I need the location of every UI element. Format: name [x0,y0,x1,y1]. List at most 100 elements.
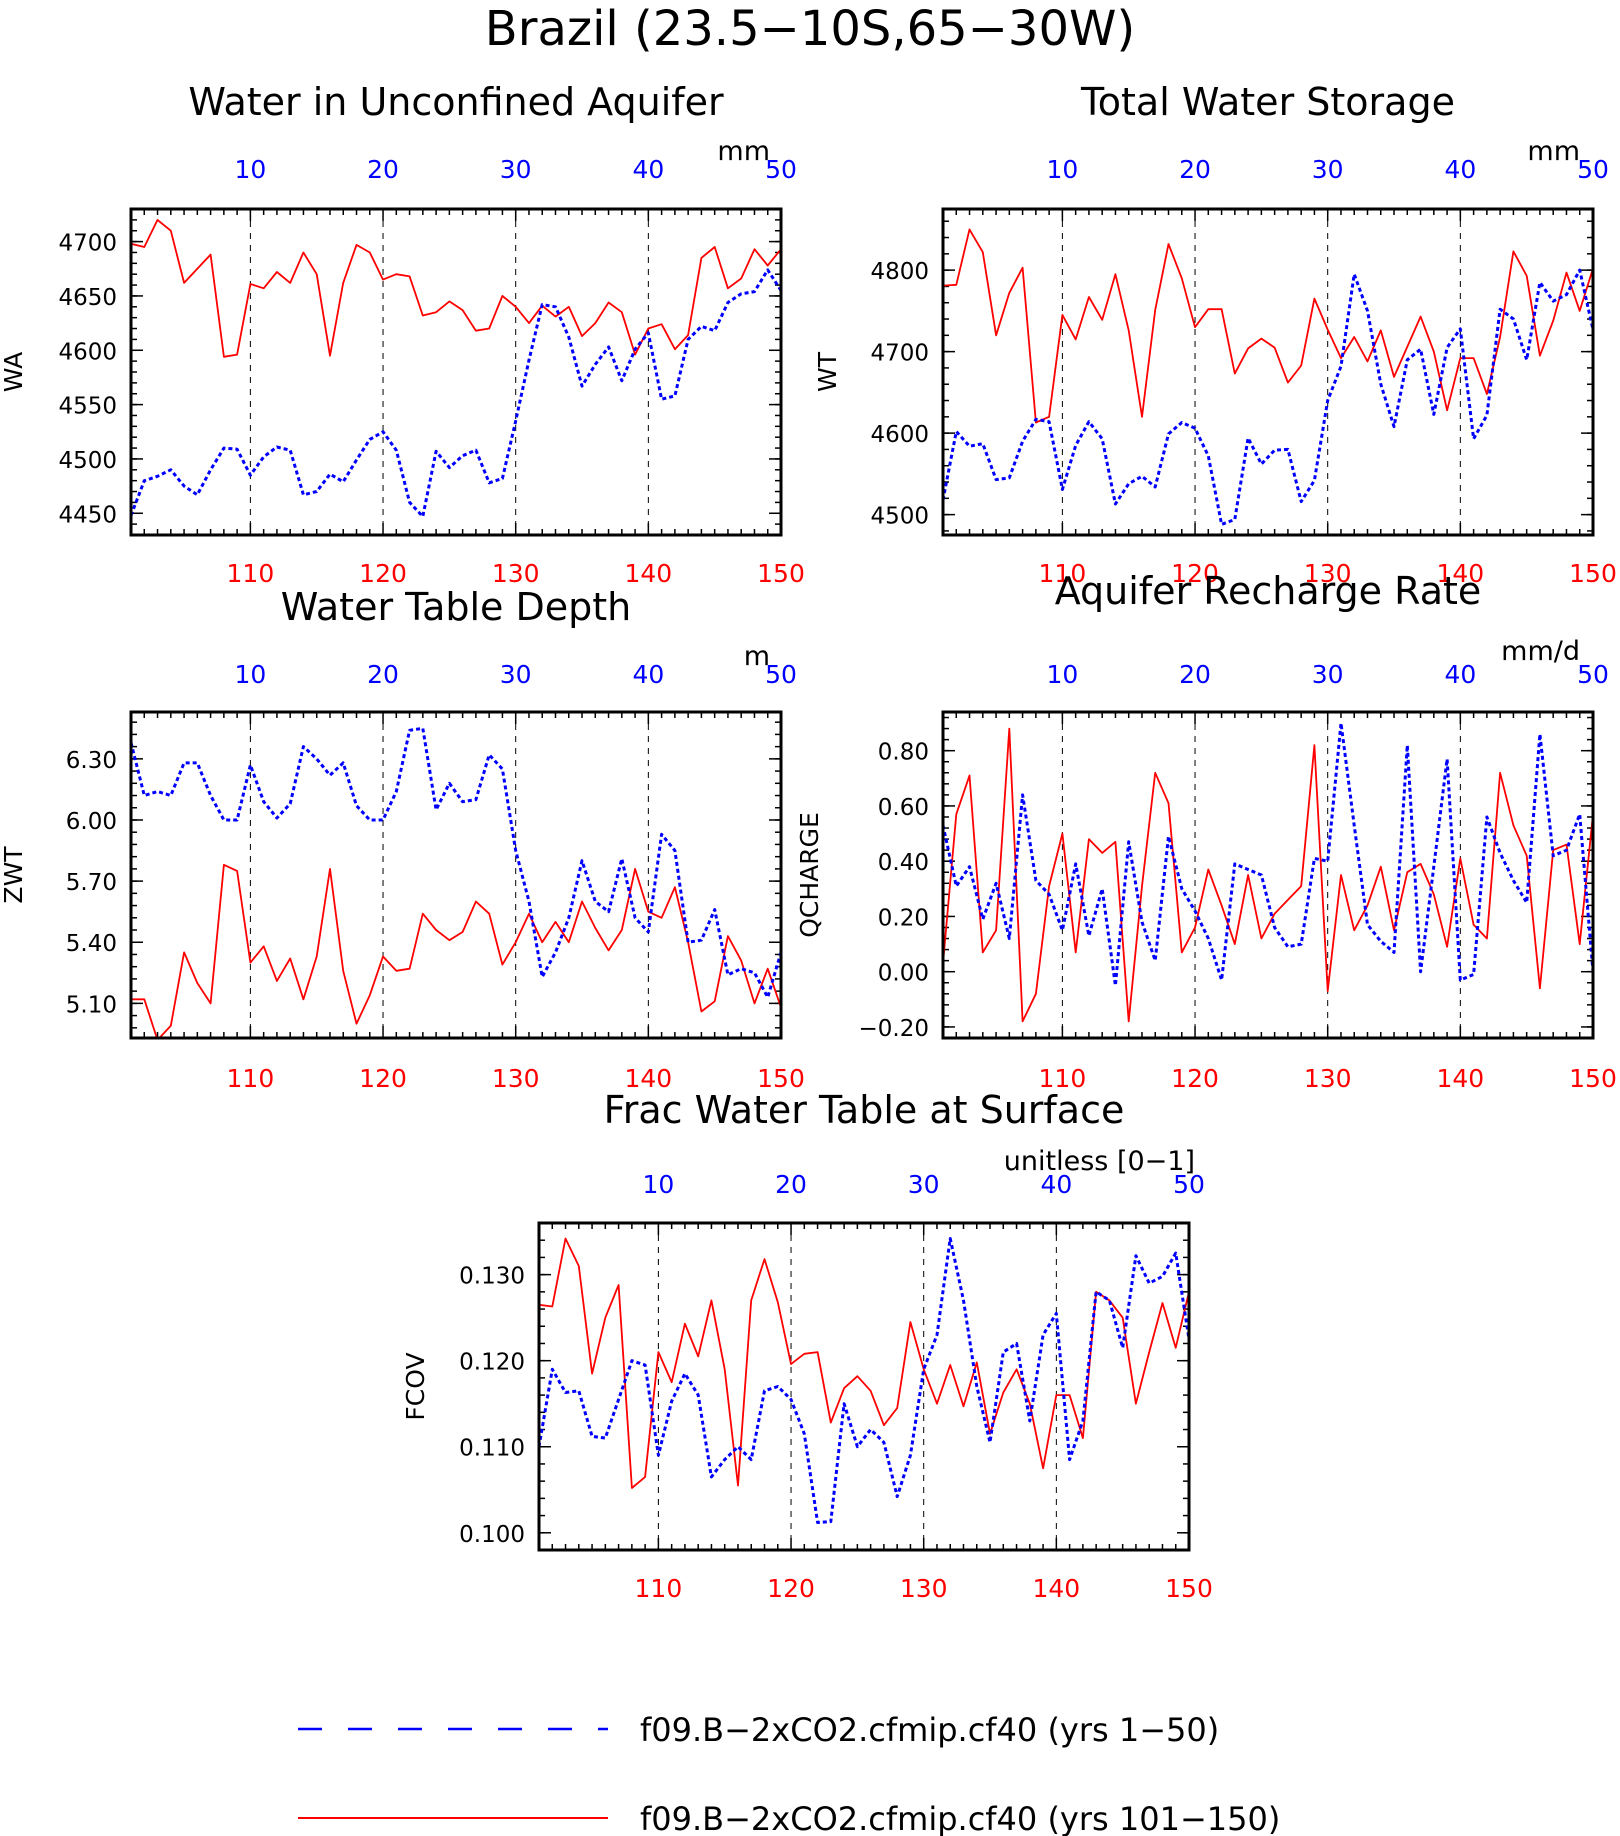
x-tick-label-bottom: 120 [359,559,407,588]
x-tick-label-bottom: 120 [1171,559,1219,588]
x-tick-label-top: 30 [1312,155,1344,184]
y-axis-label: ZWT [0,846,28,904]
units-label: unitless [0−1] [1004,1146,1195,1177]
y-tick-label: 0.110 [459,1436,525,1462]
x-tick-label-top: 40 [1444,155,1476,184]
y-tick-label: 4650 [58,285,117,311]
y-tick-label: 0.20 [878,905,929,931]
x-tick-label-bottom: 130 [1304,1064,1352,1093]
y-tick-label: 4450 [58,502,117,528]
x-tick-label-top: 20 [1179,155,1211,184]
chart-panel-2: Total Water Storage mm WT 4500 4600 4700 4800 1… [813,80,1617,588]
x-tick-label-bottom: 150 [757,1064,805,1093]
x-tick-label-bottom: 140 [624,1064,672,1093]
y-tick-label: 4500 [58,448,117,474]
plot-frame [941,710,1595,1040]
x-tick-label-bottom: 150 [1569,1064,1617,1093]
x-tick-label-top: 50 [1173,1170,1205,1199]
units-label: mm/d [1501,636,1580,667]
x-tick-label-bottom: 150 [757,559,805,588]
x-tick-label-top: 30 [908,1170,940,1199]
chart-panel-5: Frac Water Table at Surface unitless [0−1… [401,1088,1213,1603]
series-line-yrs-101-150 [943,727,1593,1023]
x-tick-label-bottom: 120 [1171,1064,1219,1093]
chart-title: Water in Unconfined Aquifer [188,80,724,124]
x-tick-label-top: 20 [367,155,399,184]
legend-solid-label: f09.B−2xCO2.cfmip.cf40 (yrs 101−150) [640,1800,1280,1836]
x-tick-label-bottom: 110 [635,1574,683,1603]
y-tick-label: 0.130 [459,1264,525,1290]
x-tick-label-top: 20 [367,660,399,689]
x-tick-label-bottom: 140 [624,559,672,588]
chart-panel-1: Water in Unconfined Aquifer mm WA 4450 4500 4… [0,80,805,588]
series-line-yrs-101-150 [943,228,1593,424]
page-title: Brazil (23.5−10S,65−30W) [485,1,1135,57]
y-tick-label: 4600 [870,422,929,448]
y-tick-label: 0.60 [878,795,929,821]
chart-panels: Water in Unconfined Aquifer mm WA 4450 4500 4… [0,80,1617,1603]
x-tick-label-top: 10 [1046,660,1078,689]
x-tick-label-top: 20 [1179,660,1211,689]
x-tick-label-bottom: 120 [359,1064,407,1093]
y-tick-label: 5.10 [66,992,117,1018]
y-tick-label: 4500 [870,504,929,530]
chart-title: Water Table Depth [281,585,632,629]
x-tick-label-bottom: 120 [767,1574,815,1603]
y-tick-label: 4700 [870,341,929,367]
y-tick-label: 4550 [58,394,117,420]
x-tick-label-bottom: 140 [1436,1064,1484,1093]
series-line-yrs-1-50 [131,726,781,999]
x-tick-label-bottom: 140 [1436,559,1484,588]
chart-panel-4: Aquifer Recharge Rate mm/d QCHARGE −0.20 0.0… [795,569,1617,1093]
x-tick-label-bottom: 150 [1569,559,1617,588]
x-tick-label-bottom: 140 [1032,1574,1080,1603]
series-line-yrs-1-50 [943,268,1593,526]
series-line-yrs-101-150 [131,218,781,358]
x-tick-label-top: 40 [1444,660,1476,689]
plot-frame [941,207,1595,537]
x-tick-label-bottom: 130 [492,559,540,588]
chart-title: Frac Water Table at Surface [604,1088,1125,1132]
series-line-yrs-101-150 [539,1237,1189,1489]
x-tick-label-top: 10 [1046,155,1078,184]
y-axis-label: FCOV [401,1352,430,1420]
series-line-yrs-1-50 [943,721,1593,987]
legend: f09.B−2xCO2.cfmip.cf40 (yrs 1−50) f09.B−… [298,1711,1280,1836]
x-tick-label-top: 50 [765,155,797,184]
units-label: mm [1527,136,1580,167]
x-tick-label-top: 40 [632,660,664,689]
y-tick-label: 5.40 [66,931,117,957]
x-tick-label-top: 50 [765,660,797,689]
units-label: m [744,641,770,672]
series-line-yrs-1-50 [539,1237,1189,1524]
y-tick-label: 0.80 [878,740,929,766]
y-axis-label: WT [813,351,842,392]
x-tick-label-bottom: 110 [227,559,275,588]
x-tick-label-top: 10 [642,1170,674,1199]
x-tick-label-top: 40 [1040,1170,1072,1199]
y-tick-label: −0.20 [859,1016,929,1042]
y-tick-label: 6.00 [66,809,117,835]
y-tick-label: 4700 [58,231,117,257]
x-tick-label-top: 30 [1312,660,1344,689]
x-tick-label-bottom: 130 [492,1064,540,1093]
x-tick-label-bottom: 110 [1039,559,1087,588]
x-tick-label-bottom: 130 [900,1574,948,1603]
x-tick-label-top: 40 [632,155,664,184]
y-tick-label: 0.100 [459,1522,525,1548]
y-tick-label: 6.30 [66,748,117,774]
chart-title: Total Water Storage [1080,80,1455,124]
chart-title: Aquifer Recharge Rate [1055,569,1482,613]
x-tick-label-bottom: 110 [227,1064,275,1093]
plot-frame [129,710,783,1040]
y-tick-label: 0.00 [878,961,929,987]
series-line-yrs-1-50 [131,268,781,518]
y-tick-label: 0.120 [459,1350,525,1376]
x-tick-label-top: 30 [500,660,532,689]
x-tick-label-bottom: 150 [1165,1574,1213,1603]
y-tick-label: 0.40 [878,850,929,876]
y-axis-label: WA [0,352,28,392]
y-tick-label: 5.70 [66,870,117,896]
plot-frame [537,1221,1191,1552]
